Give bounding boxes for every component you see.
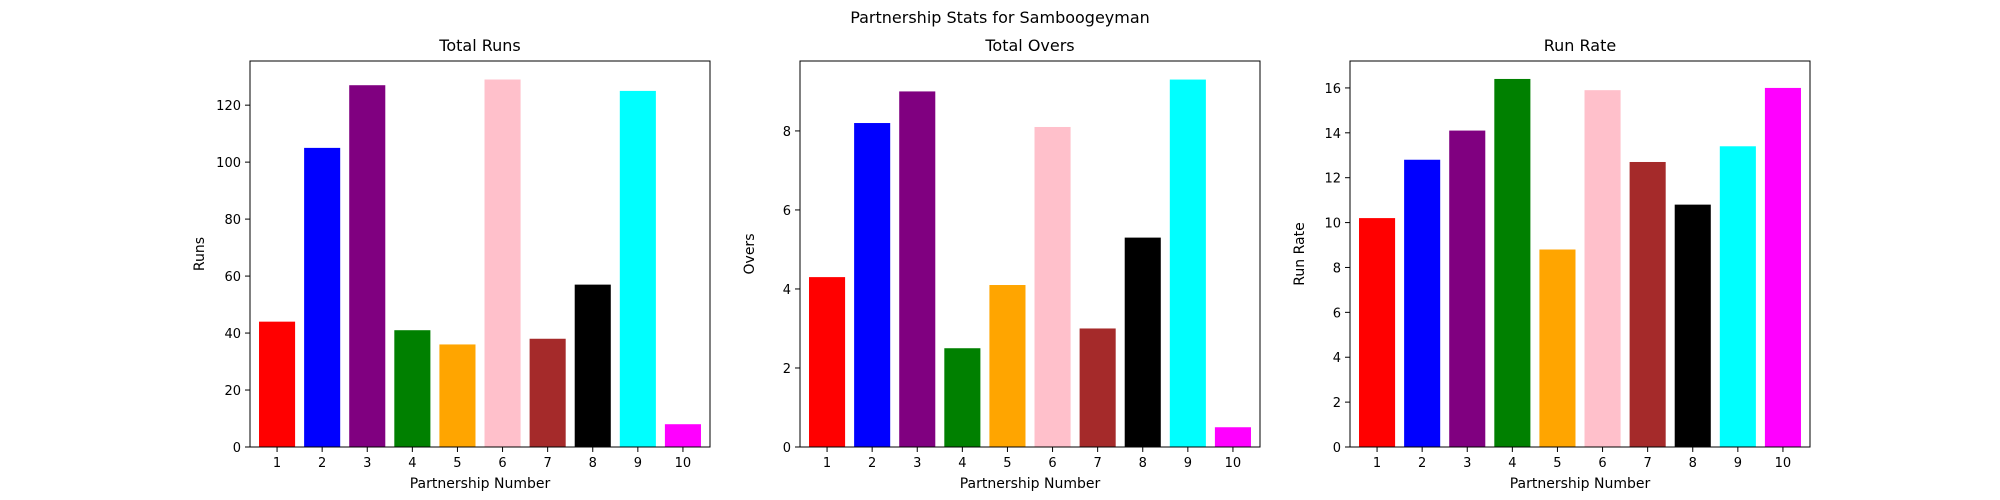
y-tick-label: 10 (1324, 217, 1341, 232)
chart-title: Total Overs (984, 36, 1074, 55)
y-tick-label: 8 (783, 125, 791, 140)
x-tick-label: 4 (958, 456, 966, 471)
x-tick-label: 2 (868, 456, 876, 471)
x-axis-label: Partnership Number (960, 476, 1101, 492)
bar (574, 284, 611, 447)
bar (394, 330, 431, 447)
axes-frame (799, 60, 1261, 448)
y-tick-label: 40 (224, 327, 241, 342)
x-axis-label: Partnership Number (1510, 476, 1651, 492)
y-tick-label: 60 (224, 270, 241, 285)
bar (854, 123, 891, 447)
x-tick-label: 5 (1003, 456, 1011, 471)
bar (484, 79, 521, 447)
x-tick-label: 5 (453, 456, 461, 471)
x-tick-label: 9 (634, 456, 642, 471)
x-tick-label: 9 (1184, 456, 1192, 471)
y-tick-label: 2 (1333, 396, 1341, 411)
y-tick-label: 6 (1333, 306, 1341, 321)
x-tick-label: 6 (1598, 456, 1606, 471)
bar (1449, 130, 1486, 447)
bar (1584, 90, 1621, 448)
bar (1674, 204, 1711, 447)
x-axis-label: Partnership Number (410, 476, 551, 492)
x-tick-label: 10 (1775, 456, 1792, 471)
x-tick-label: 2 (1418, 456, 1426, 471)
axes-frame (1349, 60, 1811, 448)
y-axis-label: Runs (192, 237, 208, 271)
x-tick-label: 1 (1373, 456, 1381, 471)
y-tick-label: 4 (783, 283, 791, 298)
y-tick-label: 4 (1333, 351, 1341, 366)
y-tick-label: 0 (783, 441, 791, 456)
bar (304, 147, 341, 447)
x-tick-label: 7 (1094, 456, 1102, 471)
chart-title: Total Runs (438, 36, 520, 55)
bar (439, 344, 476, 447)
x-tick-label: 7 (1644, 456, 1652, 471)
y-tick-label: 0 (233, 441, 241, 456)
chart-title: Run Rate (1544, 36, 1616, 55)
x-tick-label: 6 (1048, 456, 1056, 471)
y-tick-label: 0 (1333, 441, 1341, 456)
bar (664, 424, 701, 447)
y-tick-label: 16 (1324, 82, 1341, 97)
x-tick-label: 1 (273, 456, 281, 471)
bar (1359, 218, 1396, 447)
bar (1494, 78, 1531, 447)
bar (1719, 146, 1756, 448)
bar (1629, 161, 1666, 447)
x-tick-label: 8 (589, 456, 597, 471)
y-tick-label: 20 (224, 384, 241, 399)
axes-frame (249, 60, 711, 448)
bar (1034, 126, 1071, 448)
bar (989, 285, 1026, 447)
x-tick-label: 3 (913, 456, 921, 471)
bar (529, 338, 566, 447)
x-tick-label: 4 (408, 456, 416, 471)
bar (1404, 159, 1441, 447)
chart-panel-2: 1 2 3 4 5 6 7 8 9 10 0 2 4 6 8 Total Overs Partnership N… (742, 36, 1261, 492)
y-axis-label: Overs (742, 234, 758, 275)
x-tick-label: 1 (823, 456, 831, 471)
x-tick-label: 9 (1734, 456, 1742, 471)
x-tick-label: 8 (1689, 456, 1697, 471)
x-tick-label: 4 (1508, 456, 1516, 471)
bar (349, 85, 386, 447)
y-tick-label: 120 (216, 99, 241, 114)
x-tick-label: 10 (1225, 456, 1242, 471)
x-tick-label: 5 (1553, 456, 1561, 471)
figure-suptitle: Partnership Stats for Samboogeyman (850, 8, 1150, 27)
y-axis-label: Run Rate (1292, 222, 1308, 285)
y-tick-label: 6 (783, 204, 791, 219)
bar (259, 321, 296, 447)
x-tick-label: 10 (675, 456, 692, 471)
bar (1124, 237, 1161, 447)
y-tick-label: 100 (216, 156, 241, 171)
y-tick-label: 80 (224, 213, 241, 228)
x-tick-label: 2 (318, 456, 326, 471)
bar (899, 91, 936, 448)
bar (1214, 427, 1251, 447)
bar (1169, 79, 1206, 447)
y-tick-label: 12 (1324, 172, 1341, 187)
bar (1079, 328, 1116, 447)
x-tick-label: 8 (1139, 456, 1147, 471)
x-tick-label: 3 (1463, 456, 1471, 471)
y-tick-label: 14 (1324, 127, 1341, 142)
bar (1539, 249, 1576, 447)
bar (944, 348, 981, 447)
y-tick-label: 8 (1333, 261, 1341, 276)
y-tick-label: 2 (783, 362, 791, 377)
bar (619, 90, 656, 447)
x-tick-label: 7 (544, 456, 552, 471)
bar (1764, 87, 1801, 447)
x-tick-label: 3 (363, 456, 371, 471)
bar (809, 277, 846, 447)
x-tick-label: 6 (498, 456, 506, 471)
